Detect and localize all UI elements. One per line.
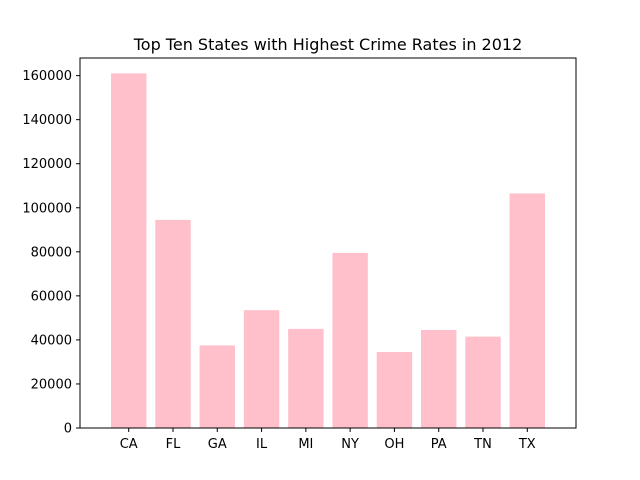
- x-axis: CA FL GA IL MI NY OH PA TN TX: [120, 428, 536, 452]
- y-tick-label: 120000: [22, 157, 72, 172]
- bar-tn: [465, 336, 501, 428]
- bar-fl: [155, 219, 191, 428]
- x-tick-label: GA: [208, 437, 227, 452]
- bar-il: [243, 310, 280, 428]
- x-tick-label: MI: [298, 437, 313, 452]
- bar-pa: [421, 329, 457, 428]
- y-tick-label: 40000: [31, 333, 72, 348]
- bar-ga: [199, 345, 235, 428]
- bar-oh: [376, 352, 413, 428]
- y-tick-label: 0: [64, 422, 72, 437]
- y-tick-label: 60000: [31, 289, 72, 304]
- bar-ca: [111, 73, 147, 429]
- plot-frame: [79, 57, 577, 429]
- y-tick-label: 100000: [22, 201, 72, 216]
- y-tick-label: 20000: [31, 377, 72, 392]
- x-tick-label: CA: [120, 437, 138, 452]
- bar-tx: [509, 193, 545, 428]
- x-tick-label: OH: [384, 437, 404, 452]
- x-tick-label: PA: [431, 437, 447, 452]
- x-tick-label: TX: [518, 437, 536, 452]
- y-tick-label: 160000: [22, 69, 72, 84]
- x-tick-label: TN: [473, 437, 492, 452]
- bar-ny: [332, 252, 368, 428]
- x-tick-label: NY: [341, 437, 359, 452]
- x-tick-label: IL: [256, 437, 268, 452]
- bar-mi: [288, 328, 324, 428]
- chart-title: Top Ten States with Highest Crime Rates …: [133, 35, 523, 54]
- y-tick-label: 80000: [31, 245, 72, 260]
- x-tick-label: FL: [166, 437, 181, 452]
- y-axis: 0 20000 40000 60000 80000 100000 120000 140000 1…: [22, 69, 80, 437]
- y-tick-label: 140000: [22, 113, 72, 128]
- bars-group: [111, 73, 545, 429]
